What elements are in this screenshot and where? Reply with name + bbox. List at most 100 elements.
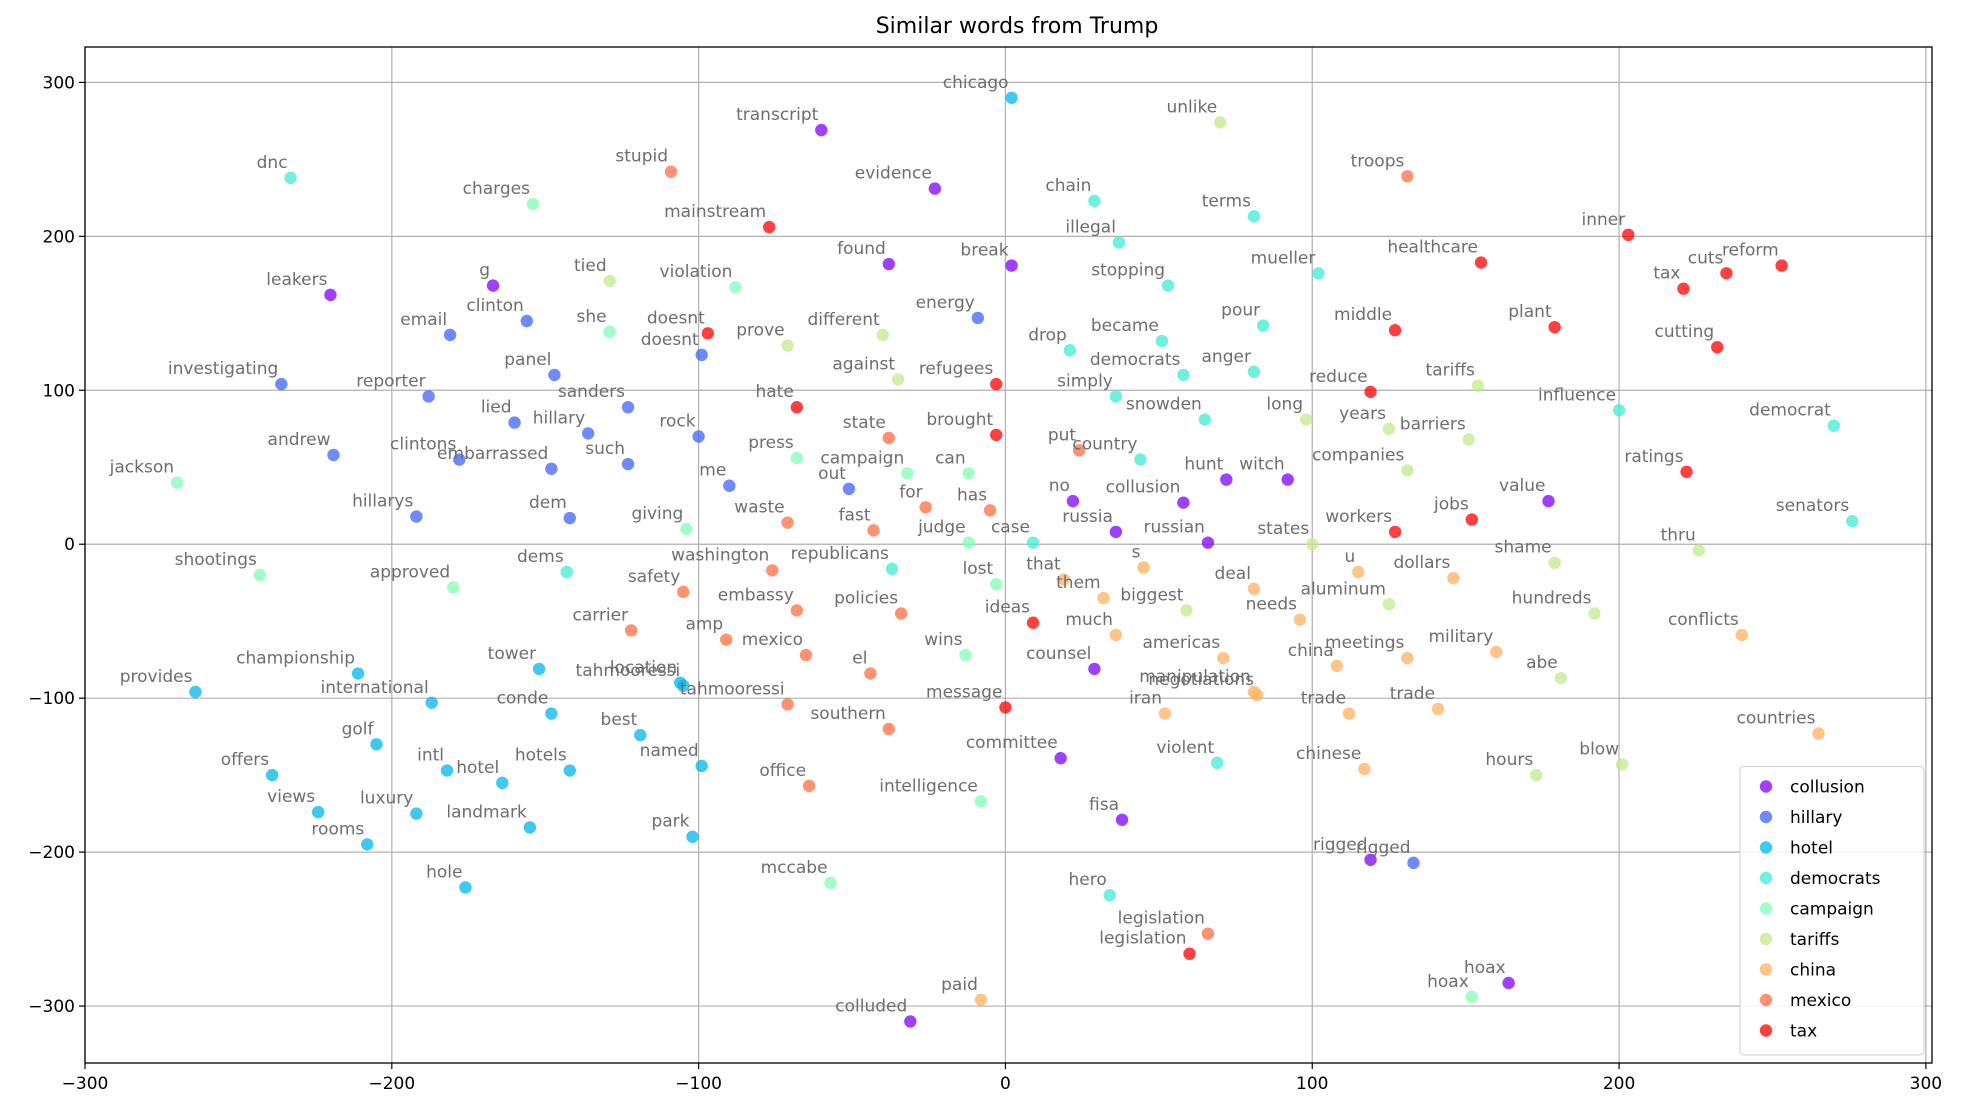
- point-tariffs: [1382, 598, 1396, 611]
- point-campaign: [170, 476, 184, 489]
- point-label: she: [577, 307, 607, 327]
- point-label: tariffs: [1426, 361, 1476, 381]
- point-labels: leakers g transcript evidence found break no ru…: [109, 73, 1850, 1017]
- point-tax: [1622, 228, 1635, 242]
- point-label: needs: [1246, 595, 1297, 615]
- point-label: reduce: [1309, 367, 1367, 387]
- point-label: republicans: [791, 544, 889, 564]
- point-label: dems: [517, 547, 564, 567]
- point-label: manipulation: [1139, 667, 1251, 687]
- point-hillary: [971, 311, 985, 325]
- legend-box: [1739, 766, 1925, 1056]
- point-label: luxury: [360, 789, 413, 809]
- point-tax: [790, 401, 804, 414]
- point-mexico: [983, 504, 997, 517]
- legend-label-hotel: hotel: [1790, 839, 1833, 859]
- point-label: hate: [755, 382, 793, 402]
- point-label: jobs: [1433, 495, 1469, 515]
- point-label: drop: [1028, 325, 1067, 345]
- point-label: southern: [810, 704, 885, 724]
- point-label: middle: [1334, 305, 1392, 325]
- point-hillary: [1407, 856, 1420, 870]
- point-hillary: [548, 368, 561, 382]
- point-label: can: [935, 448, 966, 468]
- legend-label-collusion: collusion: [1790, 778, 1865, 798]
- point-label: reporter: [356, 371, 425, 391]
- point-tax: [1680, 465, 1693, 479]
- point-label: mexico: [742, 630, 803, 650]
- point-hotel: [410, 807, 423, 820]
- point-mexico: [720, 633, 733, 646]
- point-label: dollars: [1393, 553, 1450, 573]
- x-tick-label: 300: [1910, 1074, 1942, 1094]
- point-label: iran: [1129, 689, 1162, 709]
- point-label: long: [1266, 395, 1303, 415]
- point-hillary: [581, 427, 595, 440]
- point-democrats: [1247, 210, 1261, 223]
- legend-label-democrats: democrats: [1790, 869, 1881, 889]
- point-label: states: [1257, 519, 1309, 539]
- point-democrats: [1109, 390, 1123, 403]
- point-hotel: [459, 881, 472, 894]
- point-democrats: [1198, 413, 1212, 426]
- point-tax: [1775, 259, 1788, 272]
- point-collusion: [1542, 494, 1555, 508]
- legend-marker-mexico: [1759, 993, 1773, 1007]
- point-label: giving: [631, 504, 683, 524]
- point-mexico: [781, 516, 794, 529]
- point-china: [1812, 727, 1825, 740]
- point-label: unlike: [1166, 97, 1217, 117]
- legend-label-hillary: hillary: [1790, 808, 1842, 828]
- point-label: ideas: [985, 598, 1030, 618]
- point-hillary: [275, 377, 288, 391]
- point-china: [1490, 645, 1503, 659]
- point-label: chicago: [943, 73, 1009, 93]
- point-label: plant: [1508, 302, 1552, 322]
- point-label: cutting: [1654, 322, 1714, 342]
- point-label: influence: [1538, 385, 1616, 405]
- point-label: found: [837, 239, 886, 259]
- point-label: negotiations: [1148, 670, 1254, 690]
- point-collusion: [904, 1015, 917, 1028]
- point-label: americas: [1142, 633, 1220, 653]
- point-label: embassy: [718, 585, 794, 605]
- point-tax: [1711, 340, 1724, 354]
- point-democrats: [1247, 365, 1261, 379]
- point-label: conflicts: [1668, 610, 1739, 630]
- point-label: evidence: [855, 164, 932, 184]
- point-label: refugees: [919, 359, 994, 379]
- point-label: trade: [1301, 689, 1346, 709]
- point-label: violation: [660, 262, 733, 282]
- point-tax: [1465, 513, 1478, 526]
- y-tick-label: −200: [28, 843, 75, 863]
- point-tariffs: [781, 339, 794, 352]
- point-mexico: [781, 698, 794, 711]
- point-label: counsel: [1026, 644, 1091, 664]
- point-label: troops: [1351, 151, 1405, 171]
- point-label: transcript: [736, 105, 819, 125]
- legend-label-tariffs: tariffs: [1790, 930, 1840, 950]
- point-hotel: [370, 738, 383, 751]
- point-label: fisa: [1089, 795, 1119, 815]
- point-tariffs: [1554, 671, 1567, 685]
- point-collusion: [1281, 473, 1294, 486]
- point-hotel: [425, 696, 438, 709]
- point-tariffs: [1382, 422, 1396, 435]
- point-democrats: [885, 562, 899, 576]
- point-label: chain: [1045, 176, 1091, 196]
- point-collusion: [1115, 813, 1129, 826]
- point-label: landmark: [446, 802, 527, 822]
- point-label: hotel: [456, 758, 499, 778]
- point-china: [1447, 571, 1460, 585]
- point-label: named: [640, 741, 699, 761]
- point-label: workers: [1325, 507, 1392, 527]
- point-label: rigged: [1313, 835, 1368, 855]
- point-label: carrier: [572, 605, 628, 625]
- point-label: andrew: [268, 430, 331, 450]
- point-tariffs: [1548, 556, 1561, 569]
- point-label: value: [1499, 476, 1545, 496]
- legend-label-china: china: [1790, 961, 1836, 981]
- point-label: brought: [926, 410, 993, 430]
- point-hotel: [634, 728, 647, 742]
- point-collusion: [324, 288, 337, 302]
